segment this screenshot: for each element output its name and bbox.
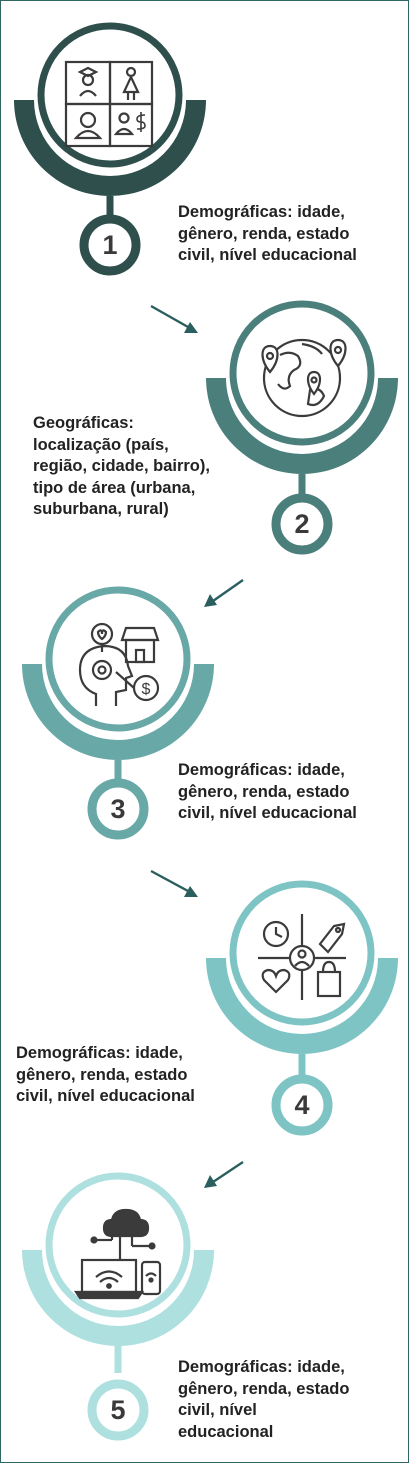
- step-2-line-5: suburbana, rural): [33, 500, 169, 518]
- step-5-badge: [87, 1379, 149, 1441]
- step-3-line-2: gênero, renda, estado: [178, 782, 350, 801]
- step-2-line-2: localização (país,: [33, 435, 169, 454]
- step-5-cup: [22, 1250, 214, 1346]
- step-2: [206, 300, 398, 555]
- step-5-line-4: educacional: [178, 1422, 274, 1441]
- step-3-number: 3: [110, 794, 126, 824]
- step-4-description: Demográficas: idade, gênero, renda, esta…: [16, 1043, 195, 1108]
- step-2-description: Geográficas: localização (país, região, …: [33, 413, 210, 521]
- step-1-ring: [37, 22, 183, 168]
- step-1-line-3: civil, nível educacional: [178, 246, 357, 264]
- step-3-ring: [45, 586, 191, 732]
- step-1-cup: [14, 100, 206, 196]
- arrow-3-to-4: [150, 869, 198, 897]
- step-1: [14, 22, 206, 276]
- step-3: $: [22, 586, 214, 840]
- step-2-ring: [229, 300, 375, 446]
- step-5-description: Demográficas: idade, gênero, renda, esta…: [178, 1357, 349, 1443]
- step-5-line-1: Demográficas: idade,: [178, 1358, 345, 1376]
- step-4-line-2: gênero, renda, estado: [16, 1065, 188, 1084]
- step-5-line-3: civil, nível: [178, 1401, 257, 1419]
- step-3-description: Demográficas: idade, gênero, renda, esta…: [178, 760, 357, 825]
- step-4-line-3: civil, nível educacional: [16, 1087, 195, 1105]
- step-4-cup: [206, 958, 398, 1054]
- step-4-badge: [271, 1074, 333, 1136]
- step-5-number: 5: [110, 1395, 126, 1425]
- step-5-ring: [45, 1172, 191, 1318]
- arrow-2-to-3: [204, 579, 244, 607]
- cloud-devices-icon: [73, 1208, 162, 1300]
- behavior-quadrant-icon: [258, 914, 346, 1000]
- step-1-line-2: gênero, renda, estado: [178, 224, 350, 243]
- step-2-line-3: região, cidade, bairro),: [33, 457, 210, 475]
- step-2-cup: [206, 378, 398, 474]
- step-2-badge: [271, 493, 333, 555]
- svg-text:$: $: [142, 681, 151, 698]
- step-3-line-1: Demográficas: idade,: [178, 761, 345, 779]
- demographics-grid-icon: [64, 60, 154, 148]
- step-4-number: 4: [294, 1090, 310, 1120]
- step-2-line-1: Geográficas:: [33, 414, 134, 432]
- step-2-line-4: tipo de área (urbana,: [33, 478, 196, 497]
- step-4: [206, 880, 398, 1136]
- step-1-badge: [79, 214, 141, 276]
- arrow-1-to-2: [150, 304, 198, 333]
- step-4-ring: [229, 880, 375, 1026]
- step-1-line-1: Demográficas: idade,: [178, 203, 345, 221]
- step-1-description: Demográficas: idade, gênero, renda, esta…: [178, 202, 357, 267]
- globe-location-pins-icon: [261, 338, 347, 418]
- mind-shopping-icon: $: [78, 622, 160, 706]
- step-5-line-2: gênero, renda, estado: [178, 1379, 350, 1398]
- step-2-number: 2: [294, 509, 310, 539]
- step-5: [22, 1172, 214, 1441]
- step-3-cup: [22, 664, 214, 760]
- step-1-number: 1: [102, 230, 118, 260]
- step-4-line-1: Demográficas: idade,: [16, 1044, 183, 1062]
- step-3-badge: [87, 778, 149, 840]
- step-3-line-3: civil, nível educacional: [178, 804, 357, 822]
- arrow-4-to-5: [204, 1161, 244, 1188]
